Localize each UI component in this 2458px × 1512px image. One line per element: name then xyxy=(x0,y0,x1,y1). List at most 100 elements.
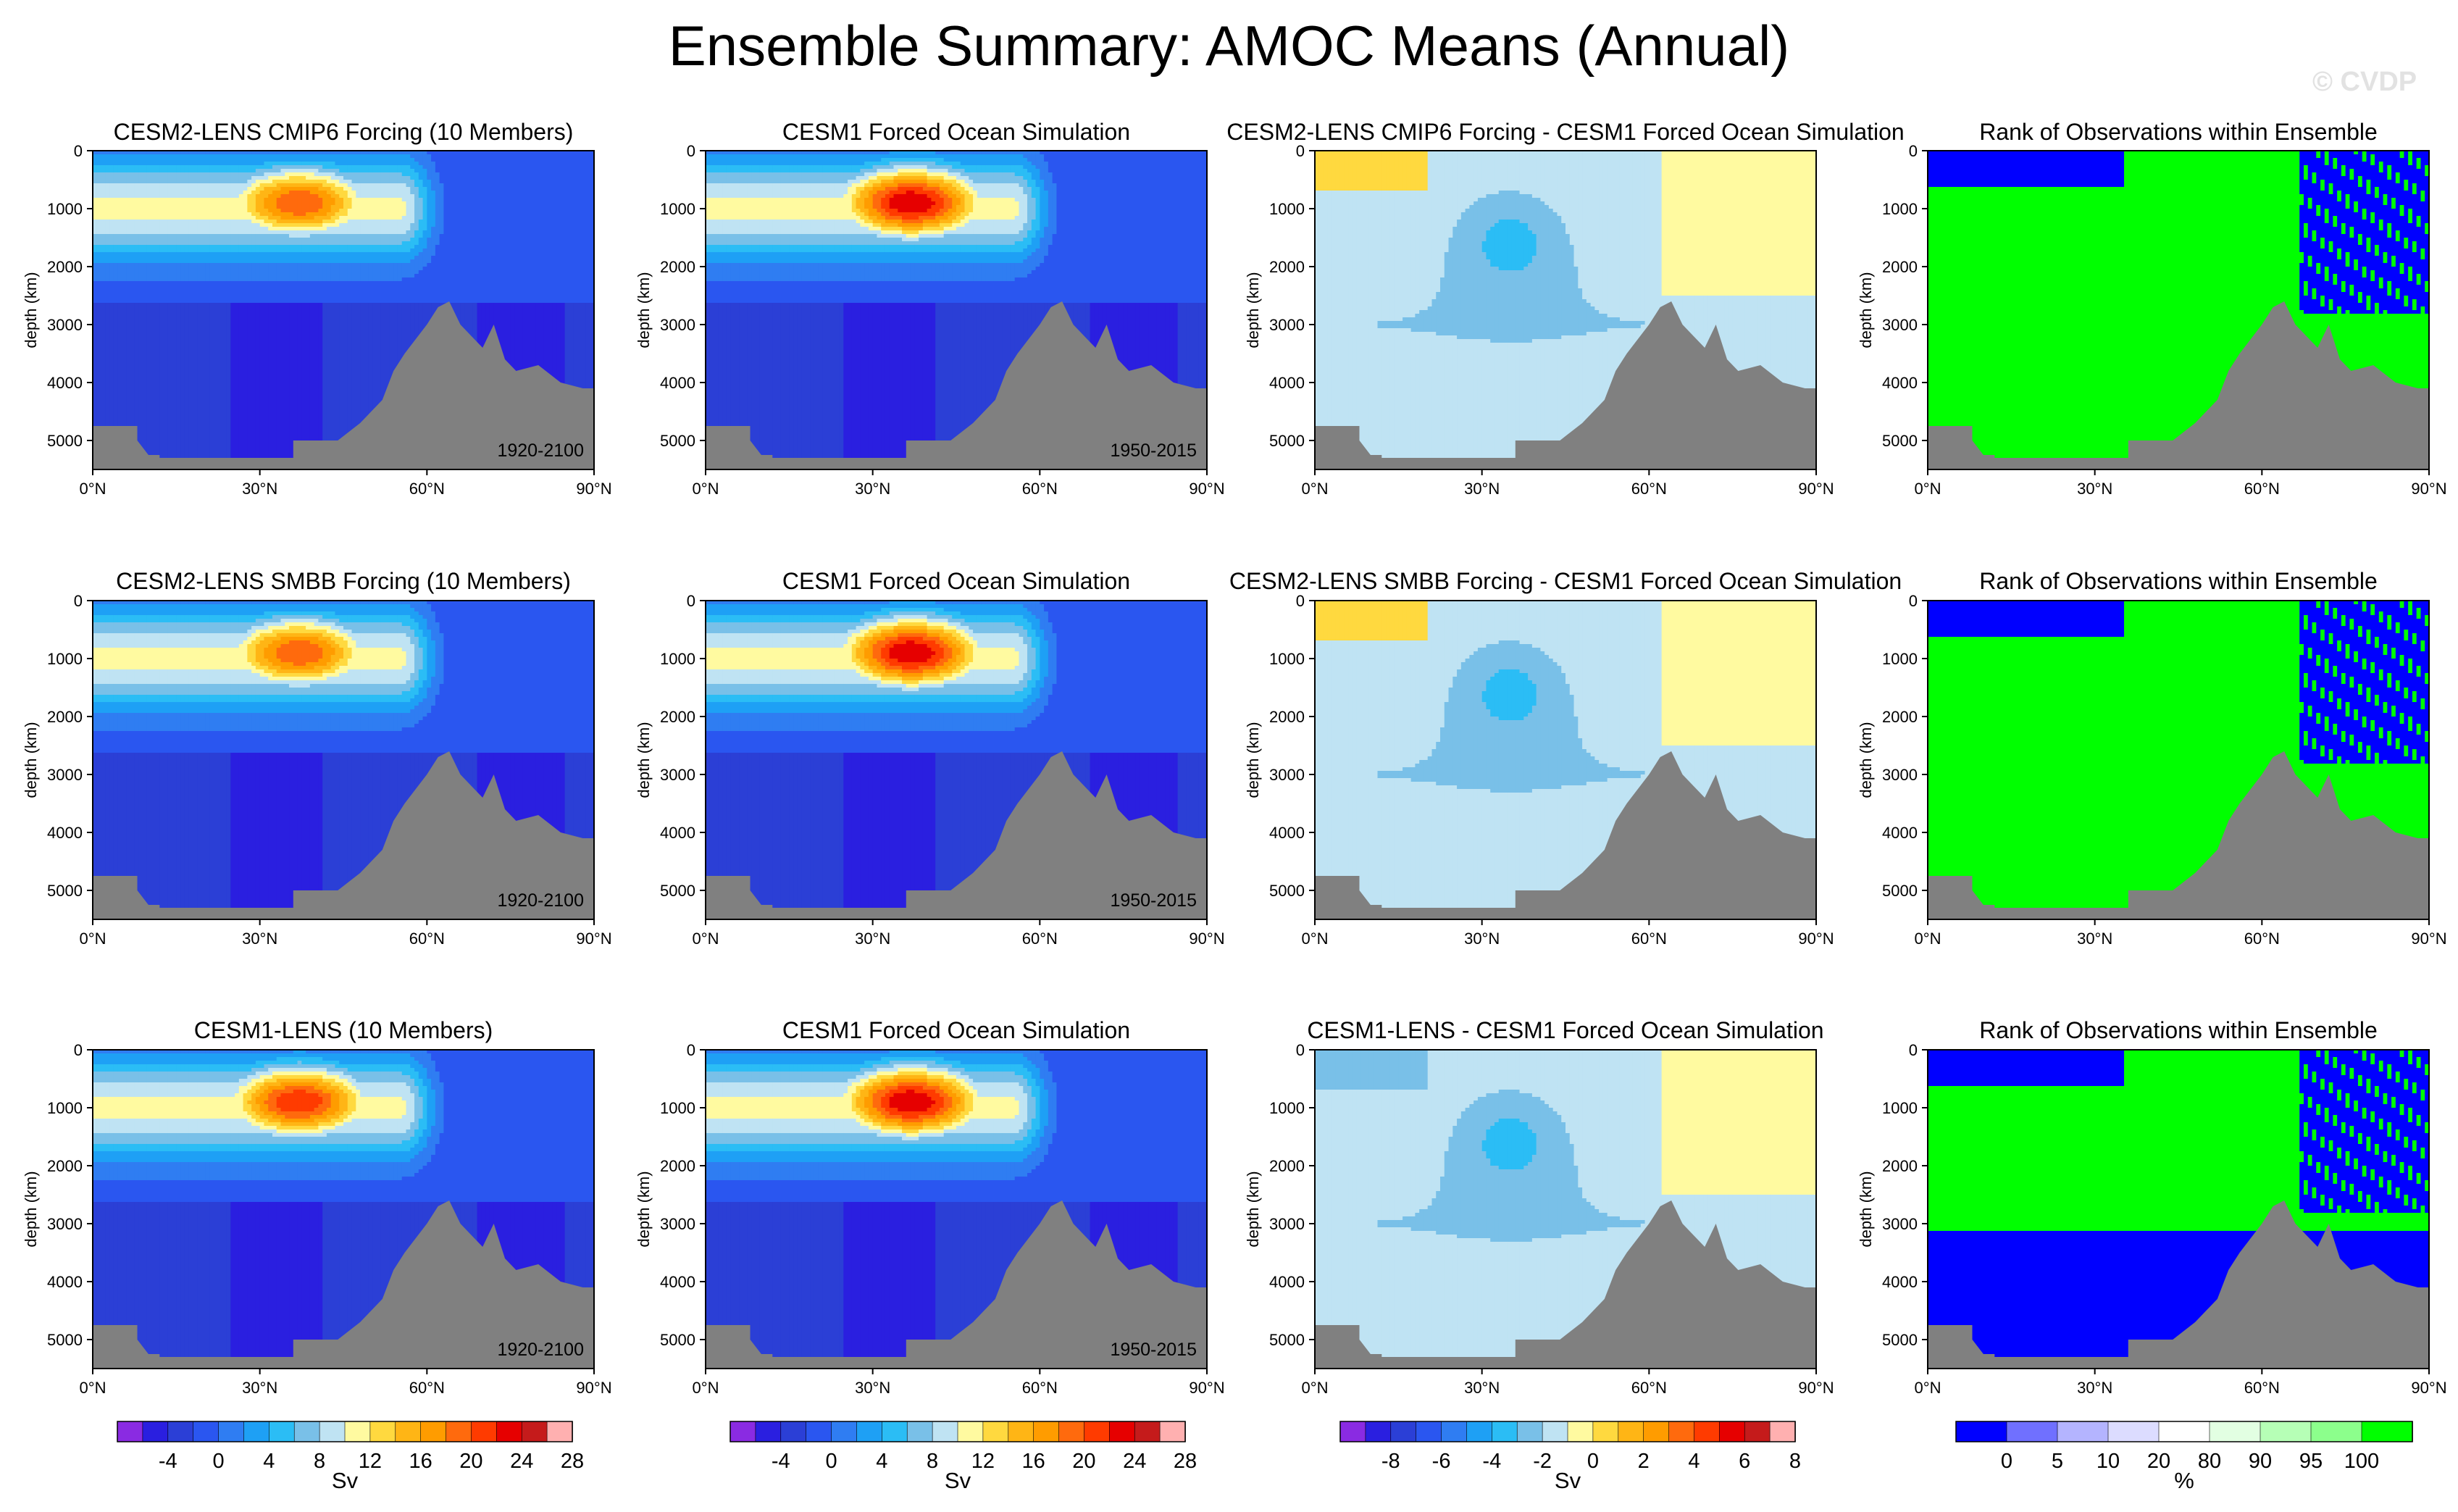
panel-cell xyxy=(172,245,177,249)
panel-cell xyxy=(565,277,569,282)
panel-cell xyxy=(410,165,414,170)
panel-cell xyxy=(105,158,109,162)
panel-cell xyxy=(298,198,302,202)
panel-cell xyxy=(406,274,411,278)
panel-cell xyxy=(281,212,285,217)
panel-cell xyxy=(372,274,377,278)
panel-cell xyxy=(364,220,369,224)
panel-cell xyxy=(565,165,569,170)
panel-cell xyxy=(377,285,381,289)
panel-cell xyxy=(410,191,414,195)
panel-cell xyxy=(172,191,177,195)
panel-cell xyxy=(540,194,544,199)
panel-cell xyxy=(118,292,122,296)
panel-cell xyxy=(214,263,218,267)
panel-cell xyxy=(251,191,256,195)
panel-cell xyxy=(514,169,519,173)
panel-cell xyxy=(360,263,364,267)
panel-cell xyxy=(585,176,590,180)
panel-cell xyxy=(435,296,440,300)
panel-cell xyxy=(331,259,335,264)
panel-cell xyxy=(180,234,185,238)
panel-cell xyxy=(481,288,485,293)
panel-cell xyxy=(477,220,482,224)
panel-cell xyxy=(126,209,130,213)
panel-cell xyxy=(393,183,398,188)
panel-cell xyxy=(561,183,565,188)
panel-cell xyxy=(156,205,160,209)
panel-cell xyxy=(514,274,519,278)
panel-cell xyxy=(239,205,243,209)
panel-cell xyxy=(527,281,532,285)
panel-cell xyxy=(569,194,573,199)
panel-cell xyxy=(151,209,156,213)
panel-cell xyxy=(301,162,306,166)
panel-cell xyxy=(431,223,435,227)
panel-cell xyxy=(189,201,193,206)
panel-cell xyxy=(523,267,527,271)
panel-cell xyxy=(138,263,143,267)
panel-cell xyxy=(527,172,532,177)
panel-cell xyxy=(185,263,189,267)
panel-cell xyxy=(164,198,168,202)
panel-cell xyxy=(585,183,590,188)
panel-cell xyxy=(230,263,235,267)
panel-cell xyxy=(222,212,227,217)
panel-cell xyxy=(364,191,369,195)
panel-cell xyxy=(343,248,348,253)
panel-cell xyxy=(414,256,419,260)
panel-cell xyxy=(548,227,553,231)
panel-cell xyxy=(577,154,582,159)
panel-cell xyxy=(285,176,289,180)
panel-cell xyxy=(540,191,544,195)
panel-cell xyxy=(164,259,168,264)
panel-cell xyxy=(143,172,147,177)
panel-cell xyxy=(406,198,411,202)
panel-cell xyxy=(310,212,314,217)
panel-cell xyxy=(243,299,248,304)
panel-cell xyxy=(143,277,147,282)
panel-cell xyxy=(381,212,385,217)
panel-cell xyxy=(339,267,343,271)
panel-cell xyxy=(372,223,377,227)
panel-cell xyxy=(532,180,536,184)
panel-cell xyxy=(352,176,356,180)
panel-cell xyxy=(114,216,118,220)
panel-cell xyxy=(460,267,464,271)
panel-cell xyxy=(251,296,256,300)
panel-cell xyxy=(230,169,235,173)
panel-cell xyxy=(502,234,506,238)
panel-cell xyxy=(565,158,569,162)
panel-cell xyxy=(118,172,122,177)
panel-cell xyxy=(235,263,239,267)
panel-cell xyxy=(218,270,222,275)
panel-cell xyxy=(556,227,561,231)
panel-cell xyxy=(156,162,160,166)
panel-cell xyxy=(544,172,548,177)
panel-cell xyxy=(260,288,264,293)
panel-cell xyxy=(176,296,180,300)
panel-cell xyxy=(138,245,143,249)
panel-cell xyxy=(209,198,214,202)
panel-cell xyxy=(535,292,540,296)
panel-cell xyxy=(243,227,248,231)
panel-cell xyxy=(277,241,281,246)
panel-cell xyxy=(377,187,381,191)
panel-cell xyxy=(214,299,218,304)
panel-cell xyxy=(151,205,156,209)
panel-cell xyxy=(460,154,464,159)
panel-cell xyxy=(201,277,206,282)
panel-cell xyxy=(172,180,177,184)
panel-cell xyxy=(243,230,248,235)
panel-cell xyxy=(289,277,293,282)
panel-cell xyxy=(235,183,239,188)
panel-cell xyxy=(159,191,164,195)
panel-cell xyxy=(214,227,218,231)
panel-cell xyxy=(130,256,135,260)
panel-cell xyxy=(222,165,227,170)
panel-cell xyxy=(561,209,565,213)
panel-cell xyxy=(214,277,218,282)
panel-cell xyxy=(556,176,561,180)
panel-cell xyxy=(159,187,164,191)
panel-cell xyxy=(281,220,285,224)
